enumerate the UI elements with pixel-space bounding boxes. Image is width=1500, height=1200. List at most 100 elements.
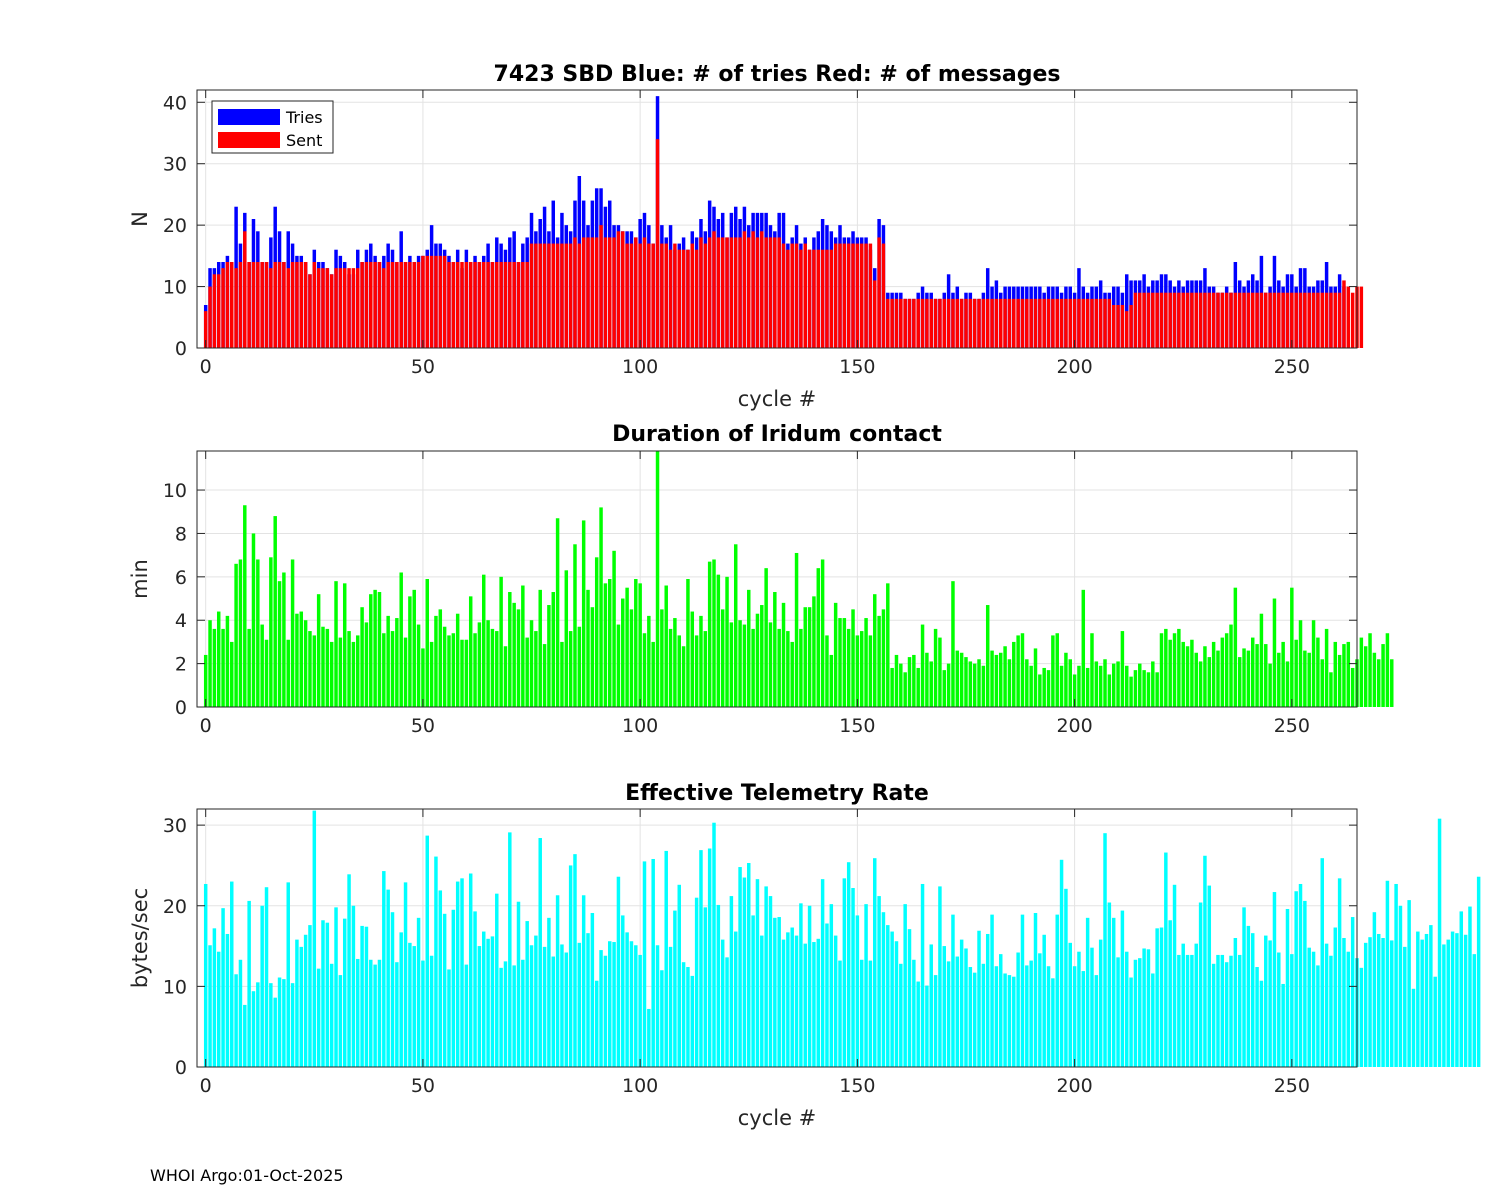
dur-duration-bar (542, 644, 547, 707)
dur-duration-bar (451, 633, 456, 707)
dur-duration-bar (477, 622, 482, 707)
sbd-sent-bar (1107, 298, 1112, 348)
dur-duration-bar (959, 652, 964, 707)
rate-rate-bar (269, 983, 273, 1067)
rate-rate-bar (273, 997, 277, 1067)
rate-rate-bar (586, 933, 590, 1067)
sbd-ticks: 0 50 100 150 200 250 0 10 20 30 40 (163, 90, 1357, 378)
dur-duration-bar (1116, 661, 1120, 707)
rate-rate-bar (1290, 954, 1294, 1068)
dur-duration-bar (1033, 648, 1038, 707)
dur-duration-bar (994, 654, 999, 707)
dur-duration-bar (1255, 644, 1259, 707)
rate-rate-bar (1129, 977, 1133, 1067)
sbd-sent-bar (1077, 298, 1081, 348)
sbd-sent-bar (729, 237, 734, 348)
sbd-sent-bar (416, 262, 421, 348)
sbd-sent-bar (412, 262, 416, 348)
dur-duration-bar (781, 602, 786, 707)
rate-rate-bar (725, 957, 729, 1067)
rate-rate-bar (677, 884, 681, 1067)
sbd-sent-bar (434, 255, 438, 348)
rate-rate-bar (851, 888, 855, 1067)
dur-duration-bar (329, 641, 334, 707)
sbd-sent-bar (846, 243, 851, 348)
rate-rate-bar (1111, 917, 1116, 1067)
dur-duration-bar (716, 574, 721, 707)
sbd-sent-bar (929, 298, 933, 348)
dur-duration-bar (316, 594, 321, 707)
sbd-sent-bar (203, 311, 208, 348)
dur-duration-bar (1103, 659, 1107, 707)
dur-duration-bar (1216, 650, 1220, 707)
rate-rate-bar (1250, 933, 1255, 1067)
dur-duration-bar (577, 626, 582, 707)
rate-rate-bar (1107, 902, 1112, 1067)
dur-duration-bar (495, 631, 499, 707)
sbd-sent-bars (203, 139, 1364, 348)
sbd-sent-bar (442, 255, 447, 348)
sbd-sent-bar (1016, 298, 1020, 348)
rate-ticks: 0 50 100 150 200 250 0 10 20 30 (163, 809, 1357, 1097)
sbd-sent-bar (781, 243, 786, 348)
rate-rate-bar (1207, 885, 1212, 1067)
sbd-sent-bar (1098, 298, 1103, 348)
sbd-ytick-label: 10 (163, 277, 187, 299)
rate-rate-bar (1103, 833, 1107, 1067)
dur-duration-bar (647, 615, 651, 707)
rate-rate-bar (894, 941, 899, 1067)
rate-rate-bar (468, 873, 473, 1067)
sbd-ylabel: N (128, 211, 152, 227)
dur-duration-bar (1025, 659, 1029, 707)
dur-duration-bar (442, 626, 447, 707)
rate-rate-bar (1429, 925, 1433, 1067)
rate-rate-bar (216, 951, 221, 1067)
rate-rate-bar (603, 955, 608, 1067)
rate-rate-bar (608, 941, 612, 1067)
sbd-sent-bar (903, 298, 907, 348)
sbd-sent-bar (1268, 292, 1272, 348)
sbd-sent-bar (629, 243, 634, 348)
rate-rate-bar (438, 890, 443, 1067)
dur-duration-bar (625, 587, 629, 707)
footer-stamp: WHOI Argo:01-Oct-2025 (150, 1166, 344, 1185)
sbd-sent-bar (1072, 298, 1077, 348)
rate-rate-bar (447, 969, 451, 1067)
rate-rate-bar (212, 928, 217, 1067)
dur-duration-bar (1224, 633, 1229, 707)
duration-axes-box (196, 450, 1358, 708)
sbd-sent-bar (564, 243, 569, 348)
rate-rate-bar (638, 954, 642, 1067)
sbd-sent-bar (386, 262, 390, 348)
dur-duration-bar (1194, 652, 1198, 707)
dur-duration-bar (712, 559, 716, 707)
sbd-sent-bar (1272, 292, 1277, 348)
sbd-sent-bar (933, 298, 938, 348)
rate-rate-bar (342, 918, 347, 1067)
rate-rate-bar (234, 974, 238, 1067)
dur-ytick-label: 2 (175, 654, 187, 676)
dur-duration-bar (925, 652, 929, 707)
sbd-sent-bar (1094, 298, 1099, 348)
sbd-sent-bar (994, 298, 999, 348)
rate-rate-bar (912, 959, 916, 1067)
dur-duration-bar (1059, 665, 1064, 707)
rate-rate-bar (916, 981, 920, 1067)
rate-rate-bar (812, 942, 816, 1067)
rate-rate-bar (955, 956, 960, 1067)
dur-duration-bar (703, 631, 708, 707)
sbd-sent-bar (886, 298, 890, 348)
sbd-sent-bar (1333, 292, 1338, 348)
dur-duration-bar (1064, 652, 1068, 707)
sbd-sent-bar (955, 298, 960, 348)
dur-duration-bar (694, 635, 699, 707)
sbd-sent-bar (599, 225, 603, 348)
sbd-sent-bar (694, 249, 699, 348)
sbd-sent-bar (473, 262, 477, 348)
sbd-sent-bar (864, 243, 868, 348)
rate-rate-bar (221, 908, 225, 1067)
sbd-sent-bar (833, 243, 838, 348)
rate-rate-bar (503, 961, 508, 1067)
sbd-sent-bar (555, 243, 560, 348)
dur-duration-bar (508, 592, 512, 707)
